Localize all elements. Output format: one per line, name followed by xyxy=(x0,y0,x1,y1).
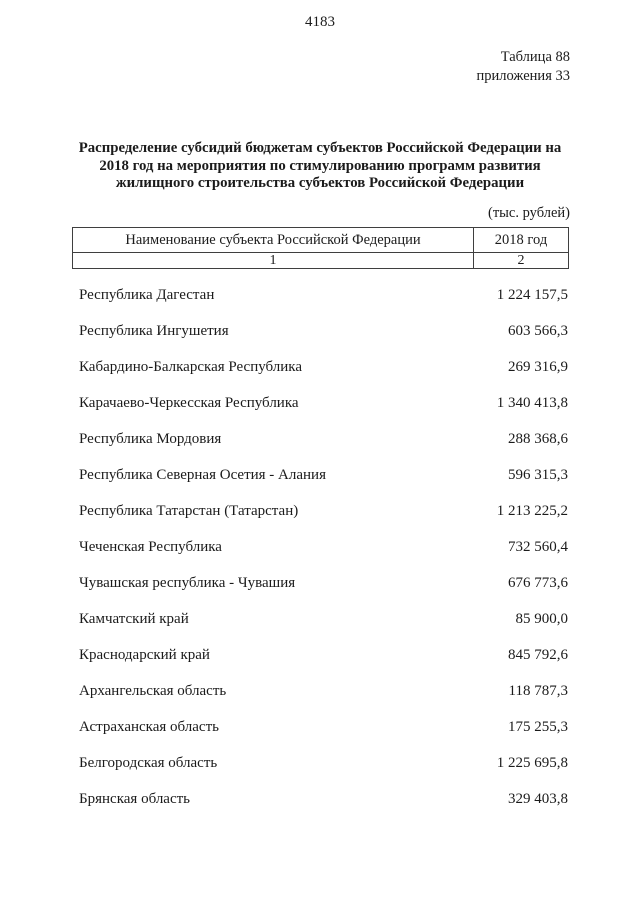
region-value: 1 213 225,2 xyxy=(496,502,568,519)
table-body: Республика Дагестан 1 224 157,5 Республи… xyxy=(72,277,569,817)
table-row: Белгородская область 1 225 695,8 xyxy=(72,745,569,781)
table-row: Республика Мордовия 288 368,6 xyxy=(72,421,569,457)
document-title: Распределение субсидий бюджетам субъекто… xyxy=(58,140,582,193)
region-value: 329 403,8 xyxy=(508,790,568,807)
table-row: Чеченская Республика 732 560,4 xyxy=(72,529,569,565)
region-name: Республика Ингушетия xyxy=(79,322,229,339)
region-value: 269 316,9 xyxy=(508,358,568,375)
region-name: Брянская область xyxy=(79,790,191,807)
region-value: 175 255,3 xyxy=(508,718,568,735)
table-row: Краснодарский край 845 792,6 xyxy=(72,637,569,673)
column-header-region: Наименование субъекта Российской Федерац… xyxy=(125,231,421,248)
table-row: Чувашская республика - Чувашия 676 773,6 xyxy=(72,565,569,601)
column-index-1: 1 xyxy=(73,252,473,268)
table-row: Кабардино-Балкарская Республика 269 316,… xyxy=(72,349,569,385)
region-value: 1 224 157,5 xyxy=(496,286,568,303)
table-row: Карачаево-Черкесская Республика 1 340 41… xyxy=(72,385,569,421)
table-reference: Таблица 88 приложения 33 xyxy=(477,48,570,86)
region-name: Республика Дагестан xyxy=(79,286,215,303)
region-value: 288 368,6 xyxy=(508,430,568,447)
units-note: (тыс. рублей) xyxy=(488,205,570,221)
table-reference-line-2: приложения 33 xyxy=(476,68,570,84)
document-title-line-2: 2018 год на мероприятия по стимулировани… xyxy=(99,157,541,174)
table-row: Астраханская область 175 255,3 xyxy=(72,709,569,745)
table-row: Республика Северная Осетия - Алания 596 … xyxy=(72,457,569,493)
table-row: Архангельская область 118 787,3 xyxy=(72,673,569,709)
region-name: Камчатский край xyxy=(79,610,189,627)
table-reference-line-1: Таблица 88 xyxy=(500,49,570,65)
region-name: Астраханская область xyxy=(79,718,219,735)
region-name: Белгородская область xyxy=(79,754,218,771)
table-row: Республика Дагестан 1 224 157,5 xyxy=(72,277,569,313)
region-value: 1 340 413,8 xyxy=(496,394,568,411)
region-value: 845 792,6 xyxy=(508,646,568,663)
region-name: Республика Северная Осетия - Алания xyxy=(79,466,326,483)
region-value: 603 566,3 xyxy=(508,322,568,339)
region-value: 85 900,0 xyxy=(515,610,569,627)
region-name: Чеченская Республика xyxy=(79,538,222,555)
region-name: Краснодарский край xyxy=(79,646,210,663)
region-value: 118 787,3 xyxy=(508,682,568,699)
region-name: Чувашская республика - Чувашия xyxy=(79,574,296,591)
table-header: Наименование субъекта Российской Федерац… xyxy=(72,227,569,269)
table-row: Камчатский край 85 900,0 xyxy=(72,601,569,637)
region-value: 676 773,6 xyxy=(508,574,568,591)
table-row: Республика Ингушетия 603 566,3 xyxy=(72,313,569,349)
document-title-line-1: Распределение субсидий бюджетам субъекто… xyxy=(78,140,562,156)
document-title-line-3: жилищного строительства субъектов Россий… xyxy=(115,175,525,192)
region-name: Республика Мордовия xyxy=(79,430,222,447)
column-header-year: 2018 год xyxy=(473,228,568,252)
column-index-2: 2 xyxy=(473,252,568,268)
region-name: Республика Татарстан (Татарстан) xyxy=(79,502,299,519)
region-value: 1 225 695,8 xyxy=(496,754,568,771)
region-value: 732 560,4 xyxy=(508,538,568,555)
table-row: Брянская область 329 403,8 xyxy=(72,781,569,817)
region-name: Архангельская область xyxy=(79,682,227,699)
page-number: 4183 xyxy=(305,14,335,30)
table-row: Республика Татарстан (Татарстан) 1 213 2… xyxy=(72,493,569,529)
region-value: 596 315,3 xyxy=(508,466,568,483)
region-name: Кабардино-Балкарская Республика xyxy=(79,358,303,375)
region-name: Карачаево-Черкесская Республика xyxy=(79,394,299,411)
